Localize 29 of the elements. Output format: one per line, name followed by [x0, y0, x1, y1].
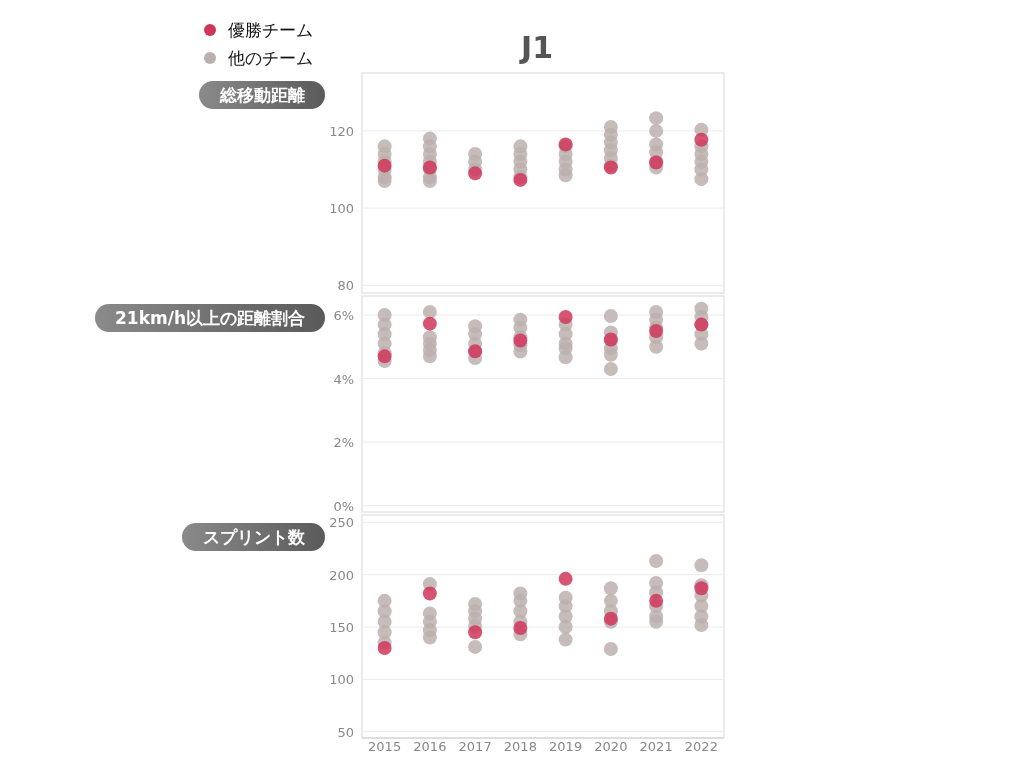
- x-tick-label: 2017: [458, 739, 492, 754]
- x-tick-label: 2019: [549, 739, 583, 754]
- x-tick-label: 2016: [413, 739, 447, 754]
- y-axis-title: 総移動距離: [218, 85, 305, 105]
- x-tick-label: 2018: [503, 739, 537, 754]
- x-tick-label: 2020: [594, 739, 628, 754]
- ylabel-pill: 総移動距離: [199, 81, 325, 109]
- y-tick-label: 100: [329, 672, 354, 688]
- y-axis-title: スプリント数: [202, 527, 306, 547]
- ylabel-pill: 21km/h以上の距離割合: [95, 304, 325, 332]
- x-tick-label: 2015: [368, 739, 402, 754]
- y-tick-label: 6%: [333, 308, 354, 324]
- y-tick-label: 100: [329, 201, 354, 217]
- y-tick-label: 150: [329, 620, 354, 636]
- y-tick-label: 200: [329, 567, 354, 583]
- y-tick-label: 80: [337, 278, 354, 294]
- y-tick-label: 50: [337, 724, 354, 740]
- y-tick-label: 4%: [333, 371, 354, 387]
- legend-label: 優勝チーム: [228, 20, 313, 40]
- ylabel-pill: スプリント数: [182, 523, 325, 551]
- y-tick-label: 250: [329, 515, 354, 531]
- chart-title: J1: [518, 30, 554, 65]
- legend-label: 他のチーム: [228, 48, 313, 68]
- y-axis-title: 21km/h以上の距離割合: [115, 308, 305, 328]
- x-tick-label: 2022: [684, 739, 718, 754]
- y-tick-label: 2%: [333, 435, 354, 451]
- y-tick-label: 0%: [333, 498, 354, 514]
- x-tick-label: 2021: [639, 739, 673, 754]
- y-tick-label: 120: [329, 123, 354, 139]
